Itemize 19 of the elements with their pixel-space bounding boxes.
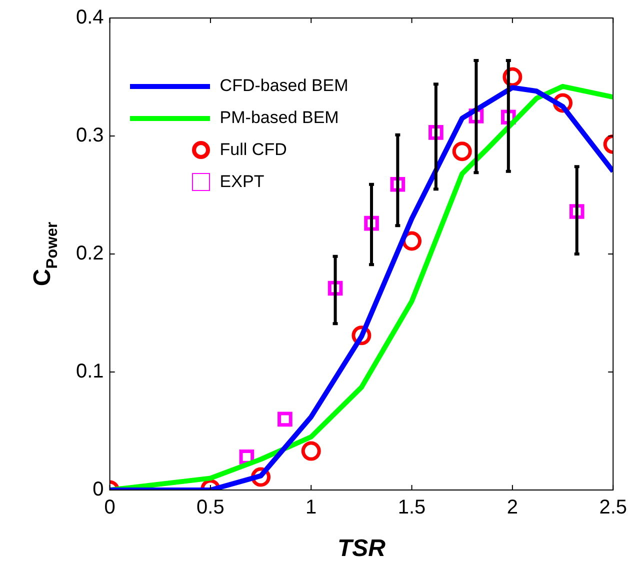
legend-label: CFD-based BEM xyxy=(220,76,348,96)
legend-label: EXPT xyxy=(220,172,264,192)
y-axis-title: CPower xyxy=(29,222,62,286)
y-tick-label: 0.4 xyxy=(76,6,104,29)
y-tick-label: 0 xyxy=(92,478,104,501)
x-tick-label: 1.5 xyxy=(398,496,426,519)
legend-label: Full CFD xyxy=(220,140,287,160)
x-tick-label: 2 xyxy=(506,496,518,519)
y-tick-label: 0.3 xyxy=(76,124,104,147)
point xyxy=(301,441,321,461)
x-tick-label: 2.5 xyxy=(599,496,628,519)
point xyxy=(452,142,472,162)
y-tick-label: 0.1 xyxy=(76,360,104,383)
x-tick-label: 0.5 xyxy=(196,496,224,519)
x-tick-label: 1 xyxy=(306,496,317,519)
point xyxy=(278,412,292,427)
x-axis-title: TSR xyxy=(337,535,386,562)
y-tick-label: 0.2 xyxy=(76,242,104,265)
legend-label: PM-based BEM xyxy=(220,108,339,128)
